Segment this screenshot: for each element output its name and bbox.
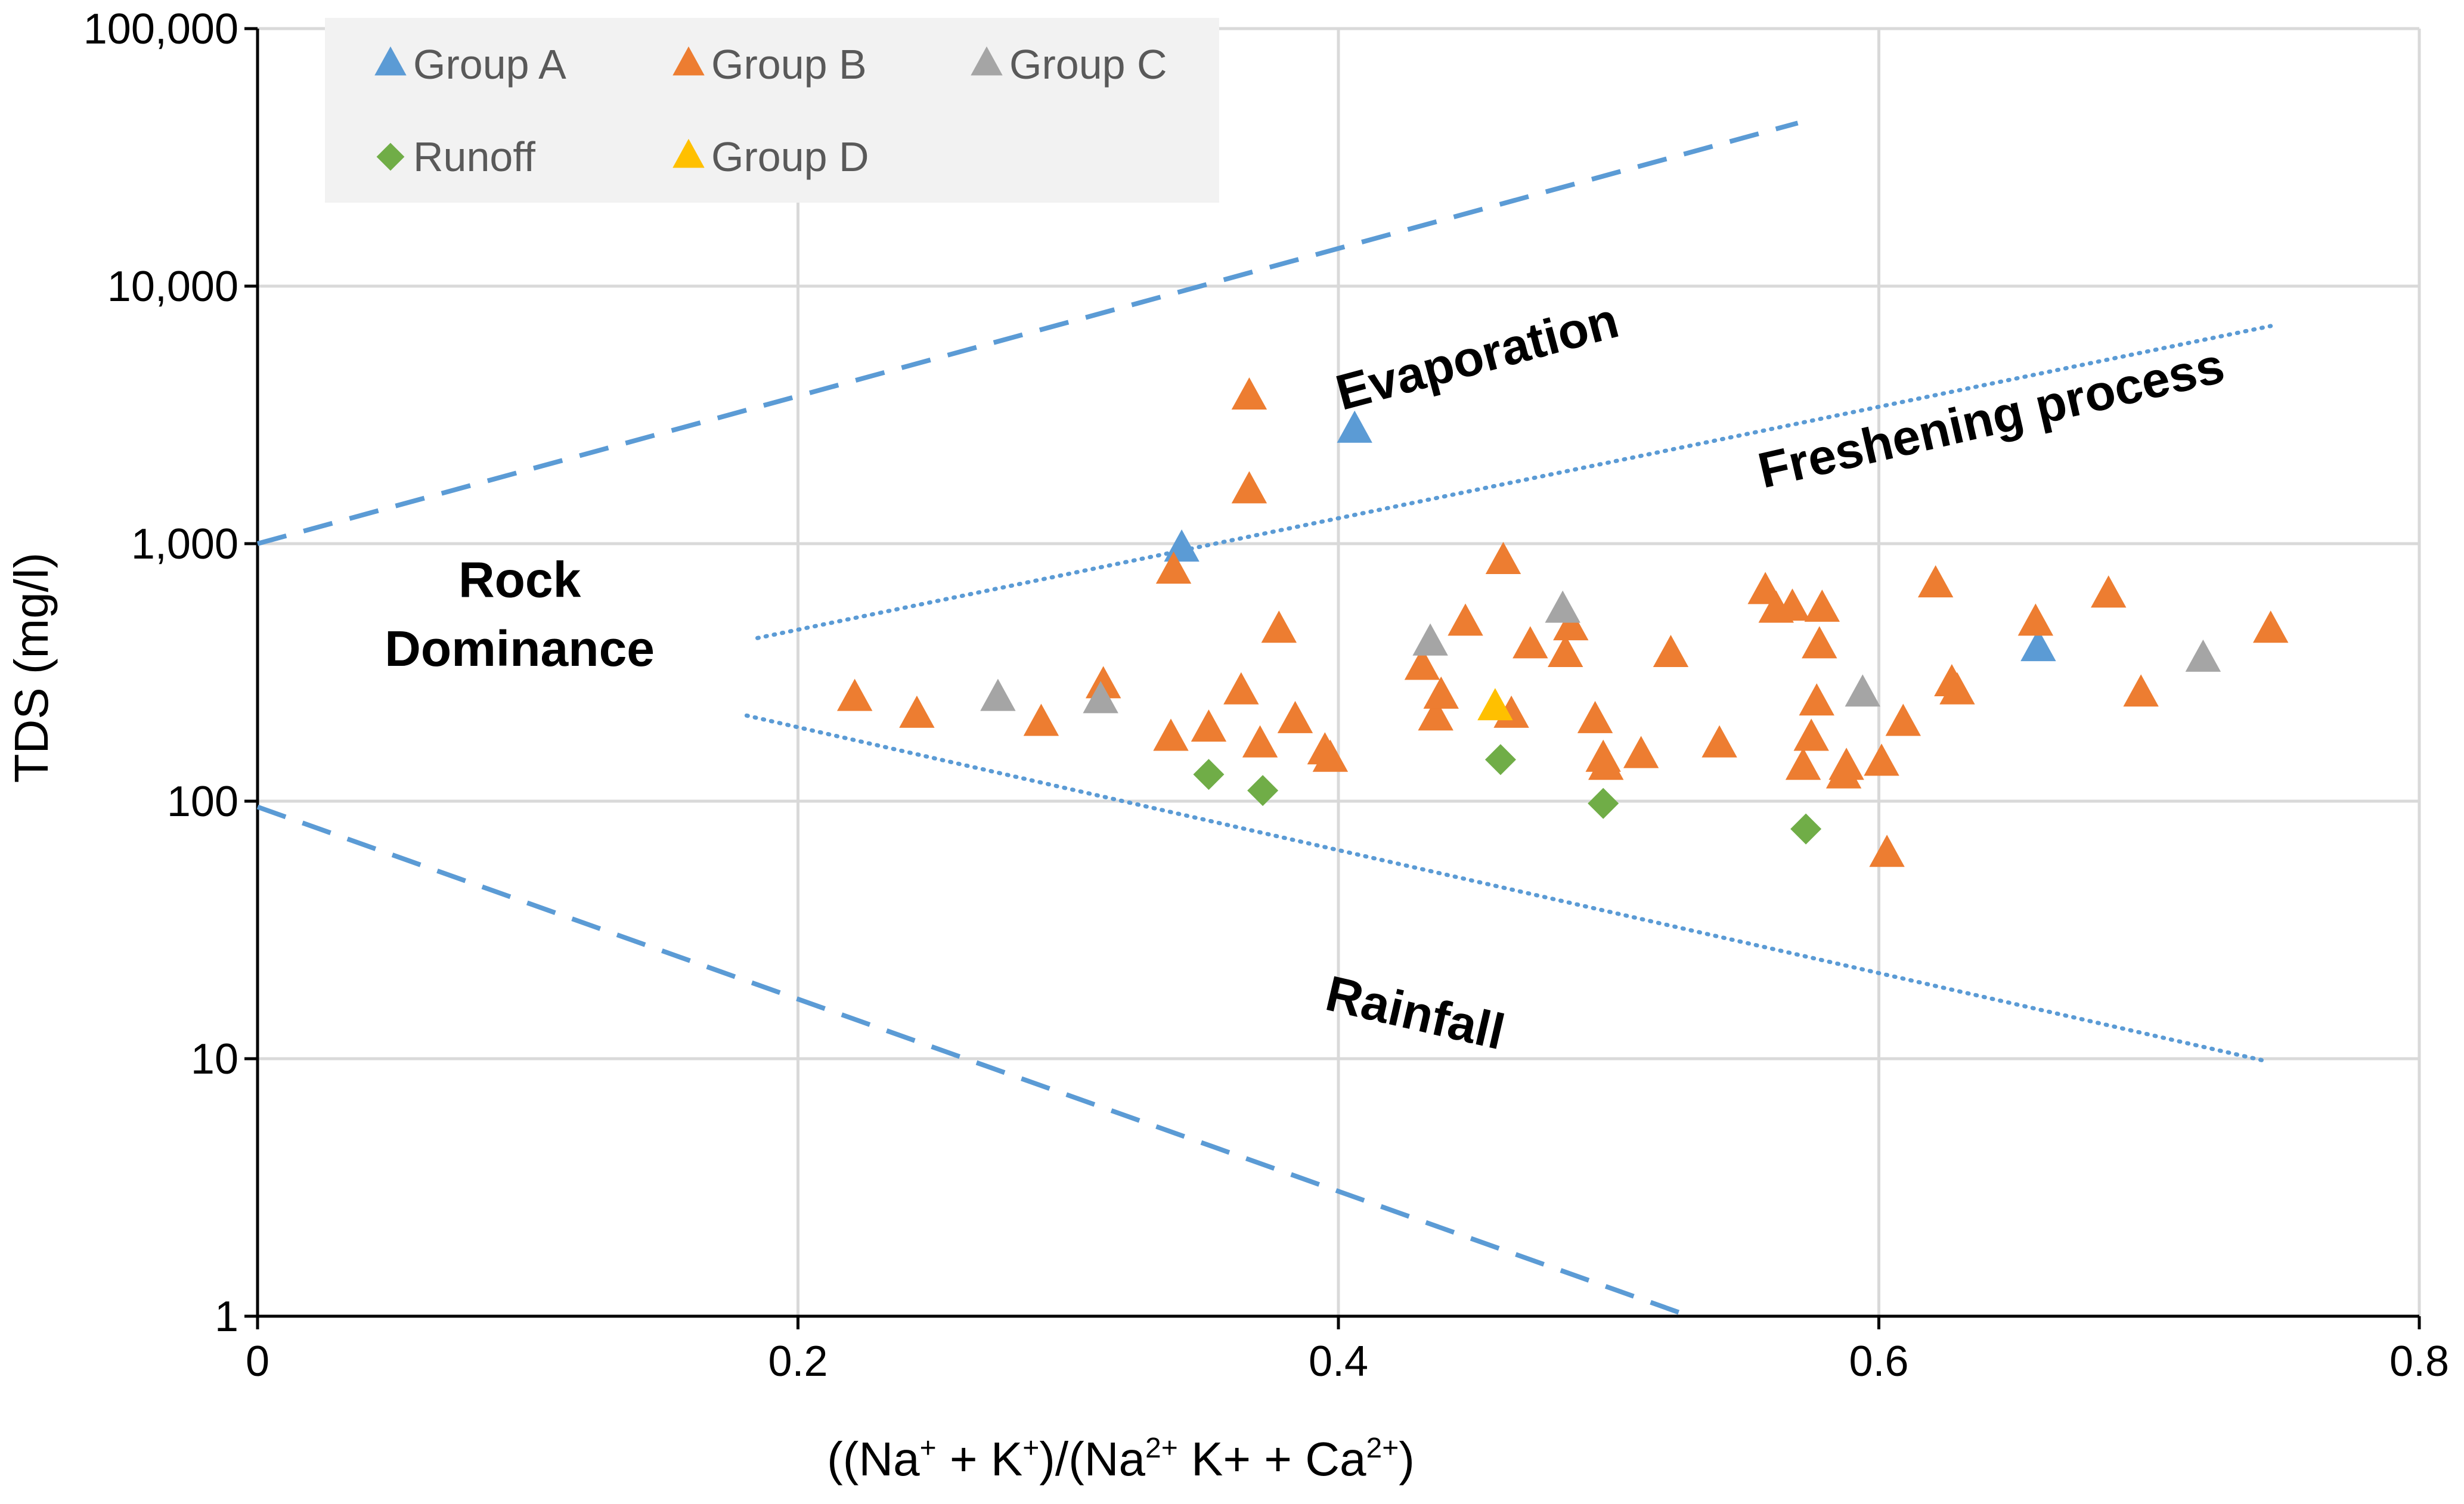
group-b-point — [1231, 377, 1267, 410]
group-b-point — [1864, 743, 1899, 776]
y-tick-label: 1,000 — [131, 520, 238, 568]
group-b-point — [1085, 666, 1121, 699]
group-b-point — [1191, 709, 1227, 742]
rainfall-boundary-line — [256, 804, 1691, 1319]
group-b-point — [1548, 635, 1583, 668]
legend-box — [325, 18, 1219, 203]
legend-runoff-marker — [376, 142, 405, 171]
group-c-point — [1083, 681, 1118, 714]
runoff-point — [1484, 744, 1516, 776]
group-b-point — [1917, 565, 1954, 598]
group-b-point — [1277, 700, 1313, 733]
y-tick-label: 10,000 — [107, 263, 238, 311]
group-b-point — [1553, 608, 1589, 641]
group-b-point — [1785, 748, 1821, 780]
legend-group-b-marker — [672, 46, 705, 76]
group-b-point — [1485, 542, 1521, 575]
group-b-point — [1423, 676, 1459, 709]
runoff-point — [1193, 759, 1225, 790]
group-a-point — [2020, 629, 2056, 662]
group-a-point — [1164, 529, 1200, 562]
rock-label-line2: Dominance — [385, 621, 655, 677]
group-b-point — [1804, 589, 1840, 622]
group-b-point — [1153, 718, 1189, 751]
x-tick-label: 0 — [246, 1338, 269, 1385]
legend-runoff-label: Runoff — [413, 134, 536, 180]
group-b-point — [1404, 647, 1440, 680]
group-c-point — [1545, 590, 1580, 623]
legend-group-d-label: Group D — [711, 134, 869, 180]
group-b-point — [2123, 674, 2159, 707]
group-b-point — [2091, 575, 2127, 608]
rainfall-label: Rainfall — [1321, 965, 1510, 1060]
group-b-point — [1242, 725, 1278, 758]
group-b-point — [899, 695, 935, 728]
evaporation-label: Evaporation — [1330, 292, 1624, 420]
legend-group-a-label: Group A — [413, 41, 566, 88]
group-b-point — [2017, 603, 2054, 636]
group-b-point — [1023, 703, 1059, 736]
legend: Group A Group B Group C Runoff Group D — [325, 18, 1219, 203]
y-tick-label: 10 — [191, 1035, 238, 1083]
freshening-label: Freshening process — [1753, 337, 2229, 498]
group-b-point — [1588, 748, 1624, 780]
group-b-point — [1577, 700, 1613, 733]
freshening-lower-line — [744, 713, 2268, 1063]
axes: 1 10 100 1,000 10,000 100,000 0 0.2 0.4 0.6 0.8 — [83, 5, 2449, 1385]
x-tick-label: 0.6 — [1849, 1338, 1908, 1385]
group-b-point — [1869, 835, 1905, 867]
y-axis-title: TDS (mg/l) — [5, 553, 58, 783]
freshening-upper-line — [755, 324, 2273, 640]
group-b-point — [1939, 672, 1975, 705]
group-c-point — [980, 678, 1016, 711]
runoff-point — [1588, 787, 1619, 819]
x-tick-label: 0.4 — [1309, 1338, 1368, 1385]
group-b-point — [1885, 703, 1921, 736]
y-tick-label: 1 — [215, 1293, 238, 1341]
group-a-point — [1337, 410, 1372, 443]
y-tick-label: 100 — [167, 778, 238, 826]
group-c-point — [1412, 623, 1448, 656]
group-b-point — [1513, 626, 1548, 659]
data-points — [836, 377, 2289, 867]
group-c-point — [2185, 639, 2221, 672]
runoff-point — [1247, 775, 1279, 807]
group-b-point — [1828, 748, 1864, 780]
group-d-point — [1477, 688, 1513, 721]
group-b-point — [1774, 588, 1811, 621]
group-b-point — [1799, 683, 1834, 716]
legend-group-b-label: Group B — [711, 41, 867, 88]
group-b-point — [1312, 739, 1349, 772]
group-b-point — [1793, 718, 1829, 751]
group-c-point — [1845, 674, 1881, 707]
group-b-point — [2253, 610, 2289, 643]
group-b-point — [1448, 603, 1483, 636]
group-b-point — [1623, 736, 1659, 768]
group-b-point — [1231, 471, 1267, 504]
x-tick-label: 0.2 — [768, 1338, 827, 1385]
group-b-point — [1155, 551, 1192, 584]
group-b-point — [1701, 725, 1737, 758]
group-b-point — [836, 678, 873, 711]
group-b-point — [1418, 698, 1453, 731]
x-axis-title: ((Na+ + K+)/(Na2+ K+ + Ca2+) — [827, 1432, 1415, 1486]
rock-label-line1: Rock — [458, 552, 581, 608]
legend-group-c-label: Group C — [1009, 41, 1167, 88]
legend-group-a-marker — [374, 46, 407, 76]
reference-lines — [256, 120, 2273, 1319]
group-b-point — [1261, 610, 1297, 643]
x-tick-label: 0.8 — [2389, 1338, 2449, 1385]
runoff-point — [1790, 813, 1822, 845]
group-b-point — [1802, 626, 1837, 659]
legend-group-c-marker — [971, 46, 1003, 76]
evaporation-boundary-line — [256, 120, 1799, 546]
legend-group-d-marker — [672, 138, 705, 168]
y-tick-label: 100,000 — [83, 5, 238, 53]
group-b-point — [1653, 635, 1689, 668]
group-b-point — [1223, 672, 1259, 705]
